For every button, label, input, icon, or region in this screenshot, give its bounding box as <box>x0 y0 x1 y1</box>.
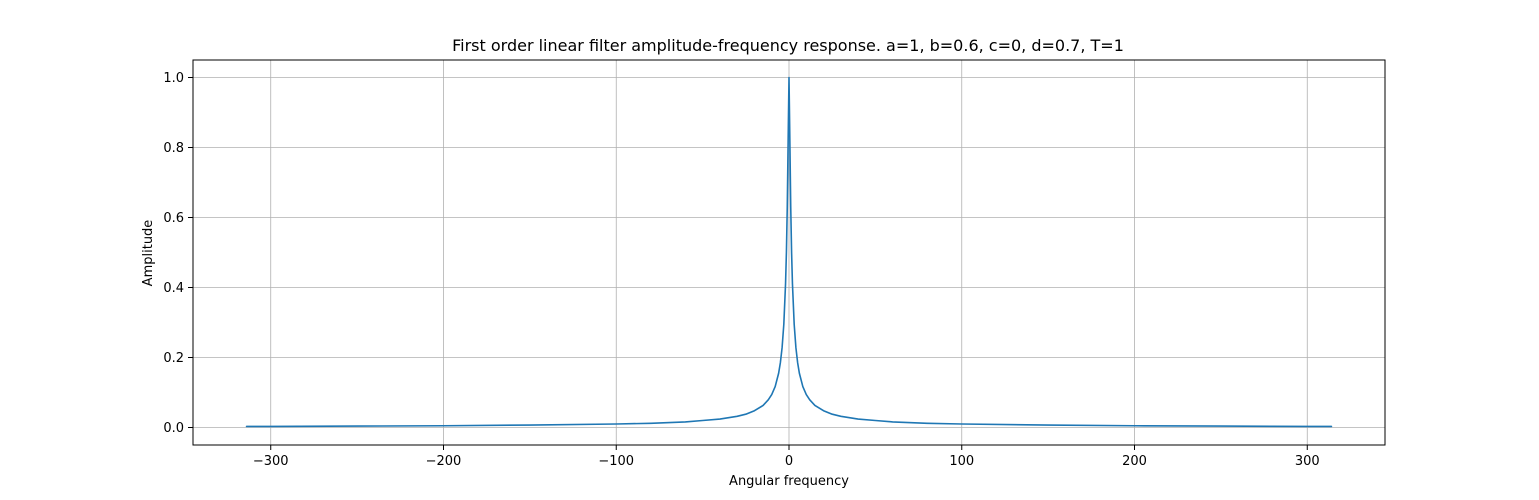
y-tick-label: 0.0 <box>163 421 184 436</box>
series-line <box>245 76 1333 428</box>
x-tick-label: 300 <box>1295 454 1320 469</box>
y-tick-label: 0.2 <box>163 351 184 366</box>
y-tick-label: 1.0 <box>163 71 184 86</box>
axes-ticks: −300 −200 −100 0 100 200 300 0.0 0.2 0.4 0.6 0.8 1.0 <box>163 71 1319 469</box>
x-tick-label: 100 <box>949 454 974 469</box>
x-axis-label: Angular frequency <box>729 474 849 489</box>
y-tick-label: 0.8 <box>163 141 184 156</box>
x-tick-label: 0 <box>785 454 793 469</box>
x-tick-label: −300 <box>253 454 289 469</box>
x-tick-label: −200 <box>426 454 462 469</box>
y-tick-label: 0.6 <box>163 211 184 226</box>
plot-area <box>245 76 1333 428</box>
chart-title: First order linear filter amplitude-freq… <box>452 36 1124 55</box>
x-tick-label: 200 <box>1122 454 1147 469</box>
y-tick-label: 0.4 <box>163 281 184 296</box>
x-tick-label: −100 <box>598 454 634 469</box>
y-axis-label: Amplitude <box>141 220 156 287</box>
